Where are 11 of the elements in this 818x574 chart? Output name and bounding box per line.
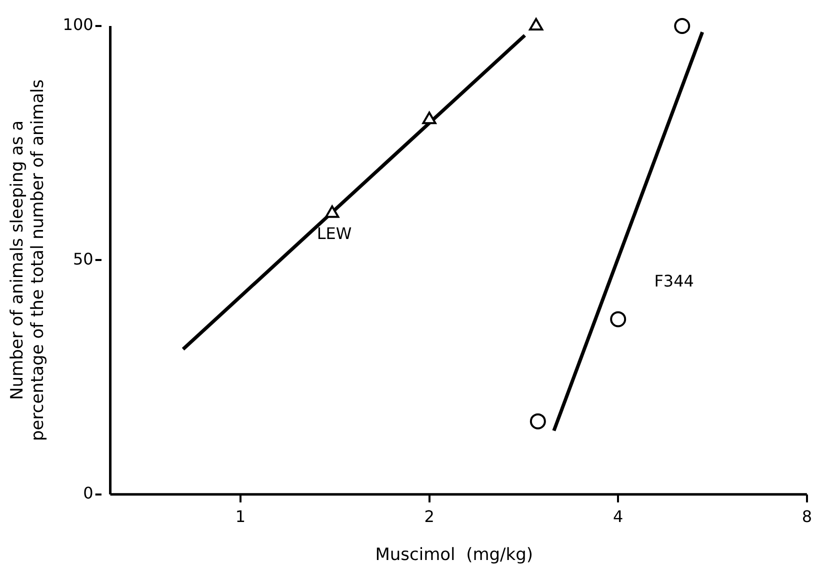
y-tick-label: 100: [62, 15, 94, 34]
x-axis-title: Muscimol (mg/kg): [375, 545, 534, 566]
x-tick-label: 2: [424, 507, 434, 526]
y-tick-label: 50: [72, 249, 94, 268]
text: F344: [654, 271, 694, 290]
x-tick-label: 4: [613, 507, 624, 526]
y-tick-label: 0: [83, 484, 94, 503]
series-label: LEW: [316, 224, 352, 243]
y-axis-title: Number of animals sleeping as a percentage of the total number of animals: [8, 79, 48, 441]
x-tick-label: 1: [235, 507, 246, 526]
x-tick-label: 8: [802, 507, 812, 526]
